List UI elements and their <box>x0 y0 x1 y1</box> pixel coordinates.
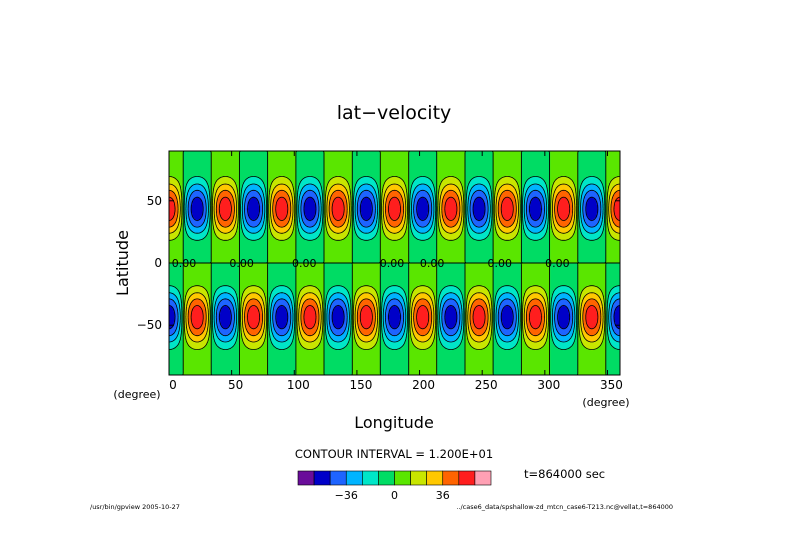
zero-contour-label: 0.00 <box>487 257 512 270</box>
zero-contour-labels: 0.00 0.00 0.00 0.00 0.00 0.00 0.00 <box>172 257 570 270</box>
colorbar-swatch <box>313 470 331 486</box>
x-axis-label: Longitude <box>354 413 434 432</box>
x-axis-unit: (degree) <box>582 396 629 409</box>
colorbar: −36 0 36 <box>297 470 492 502</box>
colorbar-swatch <box>474 470 492 486</box>
contour-plot: 0.00 0.00 0.00 0.00 0.00 0.00 0.00 <box>168 150 621 376</box>
y-tick-label: 50 <box>147 194 162 208</box>
contour-line <box>169 196 620 330</box>
contour-interval-label: CONTOUR INTERVAL = 1.200E+01 <box>295 447 493 461</box>
zero-contour-label: 0.00 <box>172 257 197 270</box>
contour-line <box>169 183 620 343</box>
x-tick-label: 350 <box>600 378 623 392</box>
zero-contour-label: 0.00 <box>420 257 445 270</box>
contour-line <box>169 151 620 375</box>
colorbar-swatch <box>426 470 444 486</box>
colorbar-swatch <box>410 470 427 486</box>
zero-contour-label: 0.00 <box>380 257 405 270</box>
x-tick-label: 250 <box>475 378 498 392</box>
x-tick-label: 50 <box>228 378 243 392</box>
x-tick-label: 0 <box>169 378 177 392</box>
y-tick-label: 0 <box>154 256 162 270</box>
y-axis-unit: (degree) <box>113 388 160 401</box>
contour-line <box>169 176 620 350</box>
y-axis: 50 0 −50 <box>137 194 620 332</box>
contour-line <box>169 189 620 337</box>
colorbar-swatch <box>362 470 379 486</box>
y-tick-label: −50 <box>137 318 162 332</box>
zero-contour-label: 0.00 <box>545 257 570 270</box>
zero-contour-label: 0.00 <box>292 257 317 270</box>
colorbar-swatch <box>394 470 411 486</box>
x-axis: 0 50 100 150 200 250 300 350 <box>168 151 623 392</box>
footer-right: ../case6_data/spshallow-zd_mtcn_case6-T2… <box>456 503 673 511</box>
chart-title: lat−velocity <box>337 102 452 124</box>
time-label: t=864000 sec <box>524 467 605 481</box>
colorbar-swatch <box>442 470 460 486</box>
colorbar-tick-label: 0 <box>391 489 398 502</box>
x-tick-label: 300 <box>537 378 560 392</box>
zero-contour-label: 0.00 <box>229 257 254 270</box>
colorbar-tick-label: −36 <box>335 489 358 502</box>
colorbar-swatch <box>378 470 395 486</box>
colorbar-swatch <box>345 470 363 486</box>
y-axis-label: Latitude <box>113 230 132 296</box>
contour-line <box>169 189 620 337</box>
x-tick-label: 100 <box>287 378 310 392</box>
colorbar-tick-label: 36 <box>436 489 450 502</box>
contour-line <box>169 183 620 343</box>
colorbar-swatch <box>329 470 347 486</box>
footer-left: /usr/bin/gpview 2005-10-27 <box>90 503 180 511</box>
colorbar-swatch <box>458 470 476 486</box>
contour-line <box>169 176 620 350</box>
contour-line <box>169 196 620 330</box>
x-tick-label: 200 <box>412 378 435 392</box>
contour-lines <box>169 151 620 375</box>
x-tick-label: 150 <box>349 378 372 392</box>
colorbar-swatch <box>297 470 315 486</box>
